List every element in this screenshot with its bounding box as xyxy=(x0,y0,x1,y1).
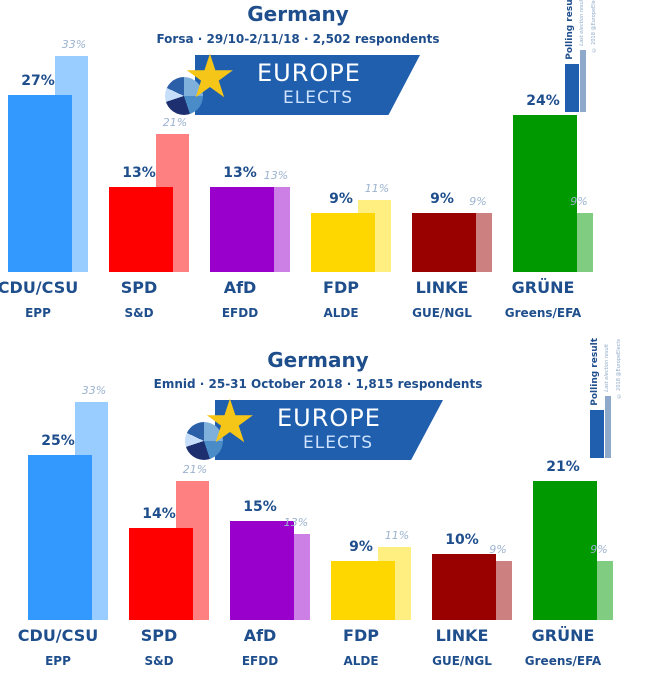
bar-polling xyxy=(432,554,496,620)
legend-copyright: © 2018 @EuropeElects xyxy=(616,338,622,398)
party-label: GRÜNE xyxy=(511,278,575,297)
legend-polling-swatch xyxy=(590,410,604,458)
polling-value-label: 14% xyxy=(142,505,176,522)
party-label: LINKE xyxy=(435,626,489,645)
last-election-value-label: 21% xyxy=(182,463,208,477)
pie-icon xyxy=(165,77,203,115)
europe-elects-logo: ★ EUROPE ELECTS xyxy=(165,47,420,115)
star-icon: ★ xyxy=(203,387,257,457)
logo-text-elects: ELECTS xyxy=(303,433,373,453)
bar-polling xyxy=(210,186,274,272)
legend-copyright: © 2018 @EuropeElects xyxy=(591,0,597,52)
polling-value-label: 9% xyxy=(430,191,454,208)
party-label: CDU/CSU xyxy=(17,626,99,645)
ep-group-label: S&D xyxy=(124,306,154,320)
chart-title: Germany xyxy=(247,2,349,26)
bar-polling xyxy=(331,560,395,620)
last-election-value-label: 11% xyxy=(364,181,390,195)
bar-polling xyxy=(533,481,597,620)
pie-icon xyxy=(185,422,223,460)
logo-text-europe: EUROPE xyxy=(257,59,361,87)
ep-group-label: ALDE xyxy=(323,306,359,320)
polling-value-label: 24% xyxy=(526,92,560,109)
logo-band xyxy=(215,400,443,460)
party-label: SPD xyxy=(120,278,158,297)
bar-polling xyxy=(311,213,375,272)
bar-polling xyxy=(28,455,92,620)
last-election-value-label: 13% xyxy=(263,168,289,182)
ep-group-label: GUE/NGL xyxy=(432,654,492,668)
last-election-value-label: 9% xyxy=(469,195,487,209)
europe-elects-logo: ★ EUROPE ELECTS xyxy=(185,392,443,460)
party-label: AfD xyxy=(223,278,257,297)
logo-band xyxy=(195,55,420,115)
legend-last-label: Last election result xyxy=(604,344,610,392)
last-election-value-label: 9% xyxy=(489,542,507,556)
polling-value-label: 13% xyxy=(223,164,257,181)
ep-group-label: S&D xyxy=(144,654,174,668)
legend: Polling result Last election result © 2018… xyxy=(565,0,615,112)
bar-polling xyxy=(109,186,173,272)
legend-polling-label: Polling result xyxy=(590,338,600,406)
legend-last-label: Last election result xyxy=(579,0,585,46)
ep-group-label: Greens/EFA xyxy=(504,306,582,320)
bar-polling xyxy=(8,95,72,272)
legend-polling-label: Polling result xyxy=(565,0,575,60)
logo-text-elects: ELECTS xyxy=(283,88,353,108)
bar-polling xyxy=(412,213,476,272)
polling-value-label: 21% xyxy=(546,459,580,476)
polling-value-label: 15% xyxy=(243,499,277,515)
bar-polling xyxy=(230,521,294,620)
ep-group-label: EPP xyxy=(45,654,71,668)
ep-group-label: EFDD xyxy=(241,654,279,668)
bar-polling xyxy=(129,527,193,620)
polling-value-label: 13% xyxy=(122,164,156,181)
logo-text-europe: EUROPE xyxy=(277,404,381,432)
party-label: LINKE xyxy=(415,278,469,297)
polling-value-label: 10% xyxy=(445,532,479,548)
party-label: CDU/CSU xyxy=(0,278,79,297)
chart-1: Germany Forsa · 29/10-2/11/18 · 2,502 res… xyxy=(0,0,648,340)
last-election-value-label: 9% xyxy=(590,542,608,556)
polling-value-label: 9% xyxy=(329,191,353,208)
party-label: AfD xyxy=(243,626,277,645)
party-label: SPD xyxy=(140,626,178,645)
last-election-value-label: 33% xyxy=(61,37,87,51)
chart-title: Germany xyxy=(267,348,369,372)
last-election-value-label: 33% xyxy=(81,384,107,398)
ep-group-label: Greens/EFA xyxy=(524,654,602,668)
ep-group-label: GUE/NGL xyxy=(412,306,472,320)
star-icon: ★ xyxy=(183,42,237,112)
polling-value-label: 25% xyxy=(41,433,75,449)
party-label: GRÜNE xyxy=(531,626,595,645)
ep-group-label: EPP xyxy=(25,306,51,320)
party-label: FDP xyxy=(343,626,379,645)
bar-polling xyxy=(513,114,577,272)
chart-subtitle: Forsa · 29/10-2/11/18 · 2,502 respondent… xyxy=(156,32,440,46)
polling-value-label: 27% xyxy=(21,73,55,90)
legend: Polling result Last election result © 2018… xyxy=(590,338,640,458)
legend-last-swatch xyxy=(605,396,611,458)
chart-subtitle: Emnid · 25-31 October 2018 · 1,815 respo… xyxy=(153,377,483,391)
last-election-value-label: 13% xyxy=(283,516,309,530)
last-election-value-label: 21% xyxy=(162,116,188,130)
party-label: FDP xyxy=(323,278,359,297)
ep-group-label: ALDE xyxy=(343,654,379,668)
legend-last-swatch xyxy=(580,50,586,112)
polling-value-label: 9% xyxy=(349,538,373,555)
last-election-value-label: 11% xyxy=(384,529,410,543)
chart-2: Germany Emnid · 25-31 October 2018 · 1,81… xyxy=(0,338,648,697)
legend-polling-swatch xyxy=(565,64,579,112)
last-election-value-label: 9% xyxy=(570,195,588,209)
ep-group-label: EFDD xyxy=(221,306,259,320)
